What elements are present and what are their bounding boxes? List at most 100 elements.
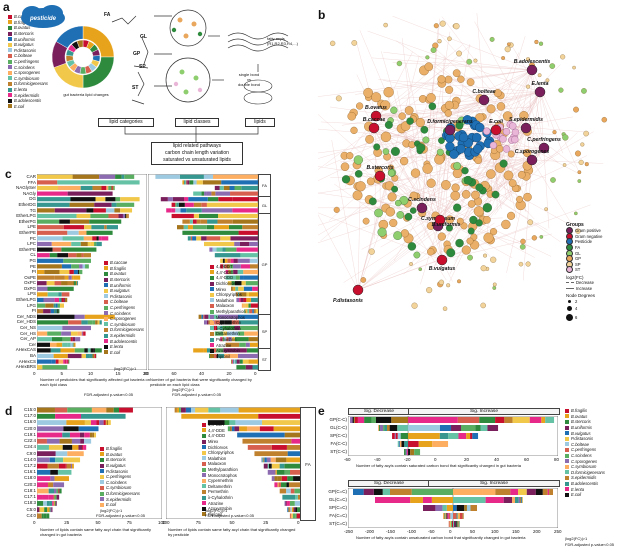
d-left-bar-segment xyxy=(37,469,51,475)
d-left-bar-segment xyxy=(37,445,49,450)
c-left-bar-segment xyxy=(71,241,81,247)
e-bottom-bar-segment xyxy=(363,489,374,495)
d-left-bar-segment xyxy=(63,426,79,432)
c-right-bar-segment xyxy=(238,292,240,297)
lipid-node-gp xyxy=(340,162,350,171)
d-pesticide-label: Dichlorvos xyxy=(208,444,228,450)
bacteria-node-c-scindens xyxy=(416,202,428,214)
c-right-bar-segment xyxy=(250,303,258,308)
c-pesticide-label: Methylparathion xyxy=(216,309,246,315)
lipid-node-outer xyxy=(492,286,497,290)
e-bacteria-label: B.stercoris xyxy=(571,419,591,425)
e-bottom-bar-segment xyxy=(459,513,461,519)
group-label: GL xyxy=(575,250,581,256)
lipid-node-gp xyxy=(347,111,357,121)
d-right-bar-segment xyxy=(286,501,288,506)
c-pesticide-swatch xyxy=(210,292,214,297)
c-left-bar-segment xyxy=(42,365,68,370)
network-edge xyxy=(491,127,527,189)
lipid-node-gp xyxy=(460,222,468,230)
c-left-bar-segment xyxy=(57,309,59,314)
e-bottom-tick-200: -200 xyxy=(365,529,375,534)
d-right-bar-segment xyxy=(238,407,301,413)
d-pesticide-item-permethrin: Permethrin xyxy=(202,489,252,495)
c-left-bar-segment xyxy=(45,303,54,308)
network-edge xyxy=(439,131,594,221)
e-top-bar-segment xyxy=(395,433,398,439)
d-right-bar-segment xyxy=(179,407,181,413)
network-edge xyxy=(331,140,359,291)
lipid-node-outer xyxy=(526,84,531,89)
c-left-bar-segment xyxy=(55,309,57,314)
c-row-ahexcs: AHexCS xyxy=(18,358,36,364)
c-pesticide-swatch xyxy=(210,320,214,325)
a-bacteria-item-d-formicigenerans: D.formicigenerans xyxy=(8,81,48,87)
c-right-bar-segment xyxy=(234,281,240,286)
fc-decrease-label: Decrease xyxy=(576,280,594,286)
c-pesticide-item-4-4-ddd: 4,4'-DDD xyxy=(210,275,260,281)
lipid-node-gp xyxy=(385,207,396,217)
e-bottom-bar-segment xyxy=(521,497,523,503)
c-bacteria-item-e-coli: E.coli xyxy=(104,350,150,356)
c-bacteria-swatch xyxy=(104,294,108,299)
d-right-bar-segment xyxy=(293,507,296,513)
c-pesticide-item-azoxystrobin: Azoxystrobin xyxy=(210,348,260,354)
c-row-pi: PI xyxy=(31,308,36,314)
c-bacteria-label: C.symbiosum xyxy=(110,321,136,327)
bond-type-label: single bond vs double bond xyxy=(229,72,269,87)
panel-d-fa-strip: FA xyxy=(300,407,316,521)
d-bacteria-item-b-ovatus: B.ovatus xyxy=(100,452,152,458)
e-top-bar-segment xyxy=(398,441,400,447)
c-right-bar-segment xyxy=(227,258,231,263)
d-right-bar-segment xyxy=(297,494,301,500)
e-bottom-bar-segment xyxy=(353,489,364,495)
c-right-tick-60: 60 xyxy=(171,371,177,376)
e-top-tick-60: -60 xyxy=(344,457,351,462)
fc-increase-label: Increase xyxy=(576,285,593,291)
lipid-node-gp xyxy=(437,75,446,84)
c-right-bar-segment xyxy=(186,208,202,213)
c-pesticide-swatch xyxy=(210,343,214,348)
c-pesticide-label: Malathion xyxy=(216,297,235,303)
e-bottom-bar-segment xyxy=(470,505,477,511)
c-right-bar-segment xyxy=(240,253,258,258)
c-left-bar-segment xyxy=(90,213,109,219)
d-left-bar-segment xyxy=(37,413,56,419)
lipid-node-gp xyxy=(441,180,451,190)
c-right-bar-segment xyxy=(229,185,235,191)
bacteria-node-p-distasonis xyxy=(352,284,364,296)
e-top-bar-segment xyxy=(408,417,458,423)
lipid-node-outer xyxy=(396,60,403,67)
e-bottom-bar-segment xyxy=(464,505,467,511)
c-right-bar-segment xyxy=(204,241,235,247)
lipid-node-outer xyxy=(560,54,566,60)
c-right-bar-segment xyxy=(252,365,258,370)
panel-c: CAR FFA NAGlySer NAGly DG EtherDG TG EtherLPG Et… xyxy=(0,168,318,408)
e-bacteria-item-b-fragilis: B.fragilis xyxy=(565,408,631,414)
c-left-bar-segment xyxy=(92,185,102,191)
e-top-bar-segment xyxy=(354,417,358,423)
d-left-bar-segment xyxy=(49,457,56,463)
lipid-node-fa xyxy=(491,190,500,199)
lipid-node-gp xyxy=(383,87,394,98)
e-bottom-bar-segment xyxy=(373,489,383,495)
d-right-tick-100: 100 xyxy=(162,520,170,525)
c-left-bar-segment xyxy=(61,297,64,303)
d-left-bar-segment xyxy=(48,445,63,450)
e-top-bar-segment xyxy=(357,417,365,423)
e-bacteria-label: C.scindens xyxy=(571,453,592,459)
c-left-bar-segment xyxy=(81,253,84,258)
c-right-bar-segment xyxy=(243,269,258,275)
c-left-bar-segment xyxy=(68,320,82,325)
e-bacteria-item-b-adolescentis: B.adolescentis xyxy=(565,481,631,487)
d-right-bar-segment xyxy=(289,507,291,513)
panel-letter-b: b xyxy=(318,8,326,22)
a-bacteria-item-c-scindens: C.scindens xyxy=(8,64,48,70)
lipid-node-fa xyxy=(395,199,402,207)
c-right-bar-segment xyxy=(244,309,246,314)
c-left-bar-segment xyxy=(98,236,102,241)
d-right-bar-segment xyxy=(274,482,278,488)
d-left-bar-segment xyxy=(43,501,47,506)
c-pesticide-item-monocrotophos: Monocrotophos xyxy=(210,314,260,320)
panel-c-left-bars xyxy=(37,174,147,370)
